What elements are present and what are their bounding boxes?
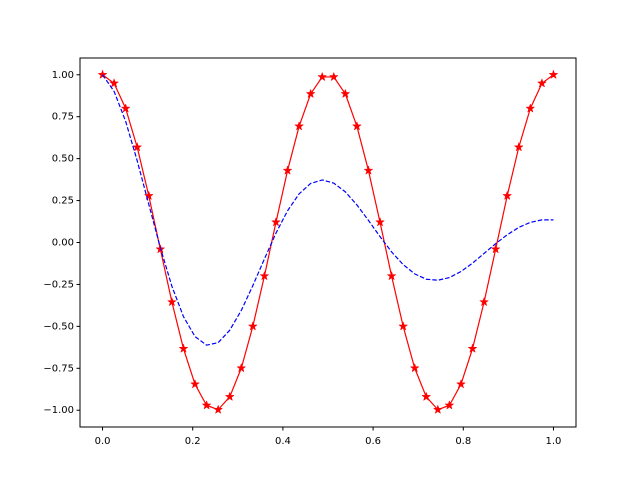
y-tick-label: −1.00 <box>43 405 74 416</box>
point-marker <box>421 391 432 402</box>
y-tick-label: 0.75 <box>52 112 74 123</box>
point-marker <box>409 362 420 373</box>
y-tick-label: 0.25 <box>52 196 74 207</box>
point-marker <box>305 88 316 99</box>
x-tick-label: 0.8 <box>455 436 471 447</box>
y-tick-label: −0.25 <box>43 279 74 290</box>
point-marker <box>525 103 536 113</box>
point-marker <box>132 141 143 152</box>
y-tick-label: 1.00 <box>52 70 74 81</box>
x-tick-label: 1.0 <box>546 436 562 447</box>
point-marker <box>270 216 281 227</box>
point-marker <box>455 378 466 389</box>
series-line <box>102 74 554 411</box>
y-tick-label: −0.50 <box>43 321 74 332</box>
point-marker <box>166 296 177 307</box>
point-marker <box>351 121 362 131</box>
point-marker <box>259 270 270 281</box>
point-marker <box>190 378 201 389</box>
point-marker <box>502 190 513 201</box>
point-marker <box>536 78 547 88</box>
point-marker <box>109 78 120 88</box>
point-marker <box>213 404 224 414</box>
point-marker <box>201 400 212 410</box>
point-marker <box>398 321 409 331</box>
point-marker <box>548 69 559 80</box>
point-marker <box>513 141 524 152</box>
axes-frame <box>79 57 577 428</box>
x-tick-label: 0.6 <box>365 436 381 447</box>
point-marker <box>363 165 374 175</box>
y-tick-label: −0.75 <box>43 363 74 374</box>
point-marker <box>479 296 490 307</box>
point-marker <box>294 121 305 131</box>
point-marker <box>490 243 501 254</box>
point-marker <box>97 69 108 80</box>
point-marker <box>375 216 386 227</box>
x-tick-label: 0.2 <box>185 436 201 447</box>
x-tick-label: 0.0 <box>95 436 111 447</box>
point-marker <box>236 362 247 373</box>
point-marker <box>224 391 235 402</box>
point-marker <box>386 270 397 281</box>
point-marker <box>340 88 351 99</box>
point-marker <box>328 71 339 82</box>
point-marker <box>143 190 154 201</box>
point-marker <box>282 165 293 175</box>
point-marker <box>432 404 443 414</box>
point-marker <box>317 71 328 82</box>
point-marker <box>444 400 455 410</box>
series-line <box>102 74 554 346</box>
point-marker <box>178 343 189 353</box>
x-tick-label: 0.4 <box>275 436 291 447</box>
point-marker <box>467 343 478 353</box>
point-marker <box>120 103 131 113</box>
point-marker <box>247 321 258 331</box>
y-tick-label: 0.50 <box>52 154 74 165</box>
y-tick-label: 0.00 <box>52 238 74 249</box>
